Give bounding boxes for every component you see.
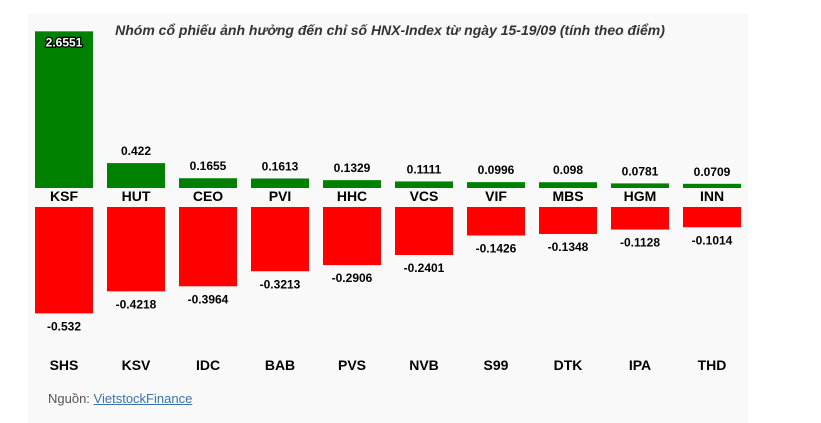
category-label-positive: HGM	[624, 188, 657, 204]
category-label-positive: KSF	[50, 188, 78, 204]
bar-positive	[35, 31, 93, 188]
data-label-positive: 0.1111	[407, 162, 442, 176]
category-label-negative: PVS	[338, 357, 366, 373]
bar-positive	[395, 181, 453, 188]
category-label-positive: CEO	[193, 188, 223, 204]
bar-positive	[611, 183, 669, 188]
data-label-positive: 0.0781	[622, 164, 659, 178]
category-label-positive: INN	[700, 188, 724, 204]
data-label-positive: 0.0996	[478, 163, 515, 177]
category-label-negative: THD	[698, 357, 727, 373]
data-label-positive: 0.422	[121, 144, 151, 158]
bar-negative	[611, 207, 669, 230]
bar-positive	[179, 178, 237, 188]
bar-positive	[539, 182, 597, 188]
data-label-positive: 0.1329	[334, 161, 371, 175]
data-label-negative: -0.1348	[548, 240, 589, 254]
bar-negative	[395, 207, 453, 256]
category-label-positive: MBS	[552, 188, 583, 204]
category-label-negative: BAB	[265, 357, 295, 373]
bar-negative	[323, 207, 381, 266]
data-label-negative: -0.4218	[116, 297, 157, 311]
bar-negative	[683, 207, 741, 228]
bar-negative	[539, 207, 597, 234]
data-label-negative: -0.1128	[620, 236, 660, 250]
category-label-negative: IDC	[196, 357, 220, 373]
category-label-negative: S99	[484, 357, 509, 373]
data-label-negative: -0.532	[47, 319, 81, 333]
bar-positive	[251, 178, 309, 188]
data-label-negative: -0.1426	[476, 242, 517, 256]
source-link[interactable]: VietstockFinance	[93, 391, 193, 406]
data-label-positive: 2.6551	[46, 35, 83, 49]
category-label-positive: VCS	[410, 188, 439, 204]
source-note: Nguồn: VietstockFinance	[48, 391, 192, 406]
source-label: Nguồn:	[48, 391, 94, 406]
bar-positive	[467, 182, 525, 188]
bar-negative	[107, 207, 165, 292]
category-label-positive: HHC	[337, 188, 367, 204]
data-label-negative: -0.3964	[188, 292, 229, 306]
bar-positive	[323, 180, 381, 188]
bar-negative	[467, 207, 525, 236]
bar-positive	[107, 163, 165, 188]
data-label-positive: 0.1655	[190, 159, 227, 173]
data-label-positive: 0.098	[553, 163, 583, 177]
bar-negative	[251, 207, 309, 272]
data-label-positive: 0.0709	[694, 165, 731, 179]
bar-negative	[179, 207, 237, 287]
bar-positive	[683, 183, 741, 188]
data-label-positive: 0.1613	[262, 159, 299, 173]
category-label-negative: IPA	[629, 357, 651, 373]
category-label-negative: DTK	[554, 357, 583, 373]
data-label-negative: -0.1014	[692, 233, 733, 247]
chart-title: Nhóm cổ phiếu ảnh hưởng đến chỉ số HNX-I…	[115, 22, 665, 38]
category-label-positive: VIF	[485, 188, 507, 204]
data-label-negative: -0.2401	[404, 261, 445, 275]
category-label-positive: PVI	[269, 188, 292, 204]
category-label-positive: HUT	[122, 188, 151, 204]
category-label-negative: SHS	[50, 357, 79, 373]
data-label-negative: -0.2906	[332, 271, 373, 285]
category-label-negative: NVB	[409, 357, 439, 373]
bar-negative	[35, 207, 93, 314]
data-label-negative: -0.3213	[260, 277, 301, 291]
category-label-negative: KSV	[122, 357, 151, 373]
